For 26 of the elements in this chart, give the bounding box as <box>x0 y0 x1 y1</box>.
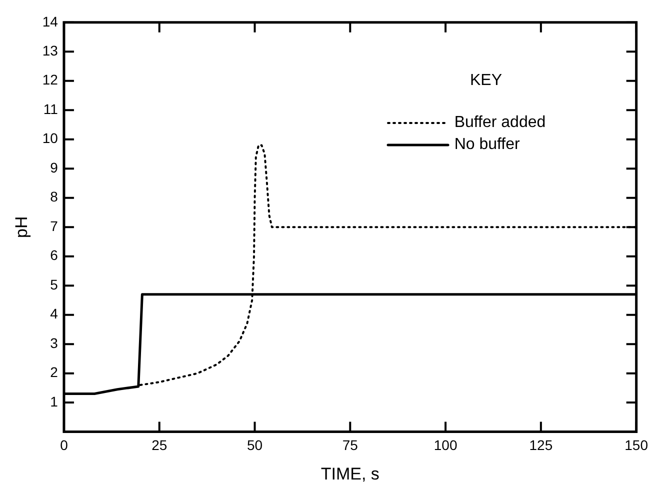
y-tick-label: 7 <box>50 218 58 234</box>
y-axis-title: pH <box>12 216 31 238</box>
y-tick-label: 6 <box>50 247 58 264</box>
y-tick-label: 4 <box>50 306 58 322</box>
y-tick-label: 2 <box>50 364 58 380</box>
x-tick-label: 150 <box>624 437 648 454</box>
x-tick-label: 125 <box>529 437 553 454</box>
x-tick-label: 25 <box>152 437 168 454</box>
x-tick-label: 75 <box>342 437 358 454</box>
x-tick-label: 50 <box>246 437 263 454</box>
y-tick-label: 11 <box>43 100 58 117</box>
legend-label: No buffer <box>454 136 520 154</box>
y-tick-label: 14 <box>42 13 58 30</box>
y-tick-label: 10 <box>42 130 58 146</box>
legend-label: Buffer added <box>454 114 546 132</box>
legend-title: KEY <box>468 72 503 90</box>
x-axis-title: TIME, s <box>320 464 380 484</box>
y-tick-label: 8 <box>50 188 58 205</box>
y-tick-label: 13 <box>42 42 58 58</box>
x-tick-label: 0 <box>60 437 68 454</box>
x-tick-label: 100 <box>434 437 458 454</box>
y-tick-label: 9 <box>50 159 58 176</box>
y-tick-label: 12 <box>42 72 58 88</box>
y-tick-label: 1 <box>50 393 58 410</box>
y-tick-label: 5 <box>50 276 58 292</box>
y-tick-label: 3 <box>50 334 58 351</box>
